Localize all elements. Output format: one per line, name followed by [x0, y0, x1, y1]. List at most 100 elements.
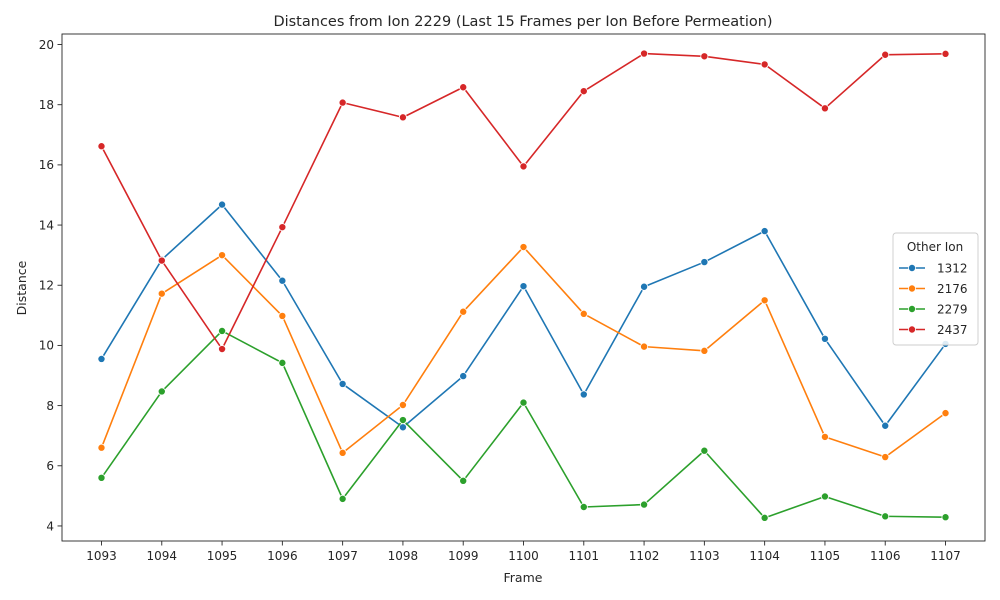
x-tick-label: 1099	[448, 549, 479, 563]
data-point	[278, 358, 287, 367]
legend-box	[892, 232, 979, 346]
x-tick-label: 1105	[810, 549, 841, 563]
y-tick-label: 16	[39, 158, 54, 172]
data-point	[97, 443, 106, 452]
data-point	[579, 309, 588, 318]
data-point	[640, 342, 649, 351]
data-point	[157, 387, 166, 396]
legend-item-1312: 1312	[899, 261, 968, 275]
series-2279	[97, 326, 950, 522]
data-point	[398, 423, 407, 432]
data-point	[398, 400, 407, 409]
data-point	[519, 398, 528, 407]
data-point	[97, 473, 106, 482]
series-2176	[97, 243, 950, 462]
data-point	[97, 354, 106, 363]
legend-item-2176: 2176	[899, 282, 968, 296]
legend-label: 2176	[937, 282, 968, 296]
x-tick-label: 1094	[147, 549, 178, 563]
y-tick-label: 4	[46, 519, 54, 533]
x-axis-label: Frame	[504, 570, 543, 585]
y-tick-label: 18	[39, 98, 54, 112]
data-point	[338, 494, 347, 503]
data-point	[338, 379, 347, 388]
data-point	[459, 83, 468, 92]
x-tick-label: 1103	[689, 549, 720, 563]
data-point	[700, 258, 709, 267]
data-point	[97, 142, 106, 151]
data-point	[881, 453, 890, 462]
y-tick-label: 10	[39, 339, 54, 353]
legend-label: 1312	[937, 261, 968, 275]
x-tick-label: 1107	[930, 549, 961, 563]
legend-label: 2279	[937, 302, 968, 316]
legend: Other Ion 1312 2176 2279 2437	[892, 232, 979, 346]
data-point	[820, 492, 829, 501]
legend-label: 2437	[937, 323, 968, 337]
data-point	[459, 307, 468, 316]
data-point	[640, 500, 649, 509]
data-point	[579, 87, 588, 96]
data-point	[157, 256, 166, 265]
data-point	[519, 243, 528, 252]
data-point	[700, 446, 709, 455]
chart-title: Distances from Ion 2229 (Last 15 Frames …	[273, 14, 772, 30]
data-point	[218, 251, 227, 260]
series-layer	[97, 49, 950, 522]
data-point	[398, 416, 407, 425]
x-tick-label: 1095	[207, 549, 238, 563]
data-point	[881, 50, 890, 59]
data-point	[459, 372, 468, 381]
data-point	[941, 49, 950, 58]
x-tick-label: 1101	[569, 549, 600, 563]
data-point	[338, 448, 347, 457]
x-tick-label: 1104	[749, 549, 780, 563]
legend-title: Other Ion	[907, 240, 963, 254]
legend-marker	[908, 263, 917, 272]
x-tick-label: 1102	[629, 549, 660, 563]
data-point	[218, 200, 227, 209]
data-point	[278, 276, 287, 285]
data-point	[760, 227, 769, 236]
x-tick-label: 1098	[388, 549, 419, 563]
x-tick-label: 1100	[508, 549, 539, 563]
legend-marker	[908, 325, 917, 334]
data-point	[338, 98, 347, 107]
y-axis-label: Distance	[14, 260, 29, 315]
data-point	[760, 60, 769, 69]
y-tick-label: 6	[46, 459, 54, 473]
data-point	[700, 52, 709, 61]
x-tick-label: 1097	[327, 549, 358, 563]
x-tick-label: 1106	[870, 549, 901, 563]
legend-item-2279: 2279	[899, 302, 968, 316]
y-tick-label: 20	[39, 38, 54, 52]
legend-item-2437: 2437	[899, 323, 968, 337]
data-point	[881, 421, 890, 430]
data-point	[760, 513, 769, 522]
legend-marker	[908, 284, 917, 293]
x-tick-label: 1093	[86, 549, 117, 563]
data-point	[579, 390, 588, 399]
data-point	[881, 512, 890, 521]
legend-items: 1312 2176 2279 2437	[899, 261, 968, 337]
data-point	[519, 282, 528, 291]
y-tick-label: 8	[46, 399, 54, 413]
data-point	[640, 282, 649, 291]
y-axis: 4 6 8 10 12 14 16 18 20	[39, 38, 62, 533]
data-point	[760, 296, 769, 305]
series-1312	[97, 200, 950, 432]
y-tick-label: 14	[39, 218, 54, 232]
data-point	[640, 49, 649, 58]
x-tick-label: 1096	[267, 549, 298, 563]
data-point	[941, 513, 950, 522]
data-point	[218, 326, 227, 335]
data-point	[398, 113, 407, 122]
data-point	[278, 223, 287, 232]
data-point	[519, 162, 528, 171]
legend-marker	[908, 304, 917, 313]
series-2437	[97, 49, 950, 354]
data-point	[700, 346, 709, 355]
